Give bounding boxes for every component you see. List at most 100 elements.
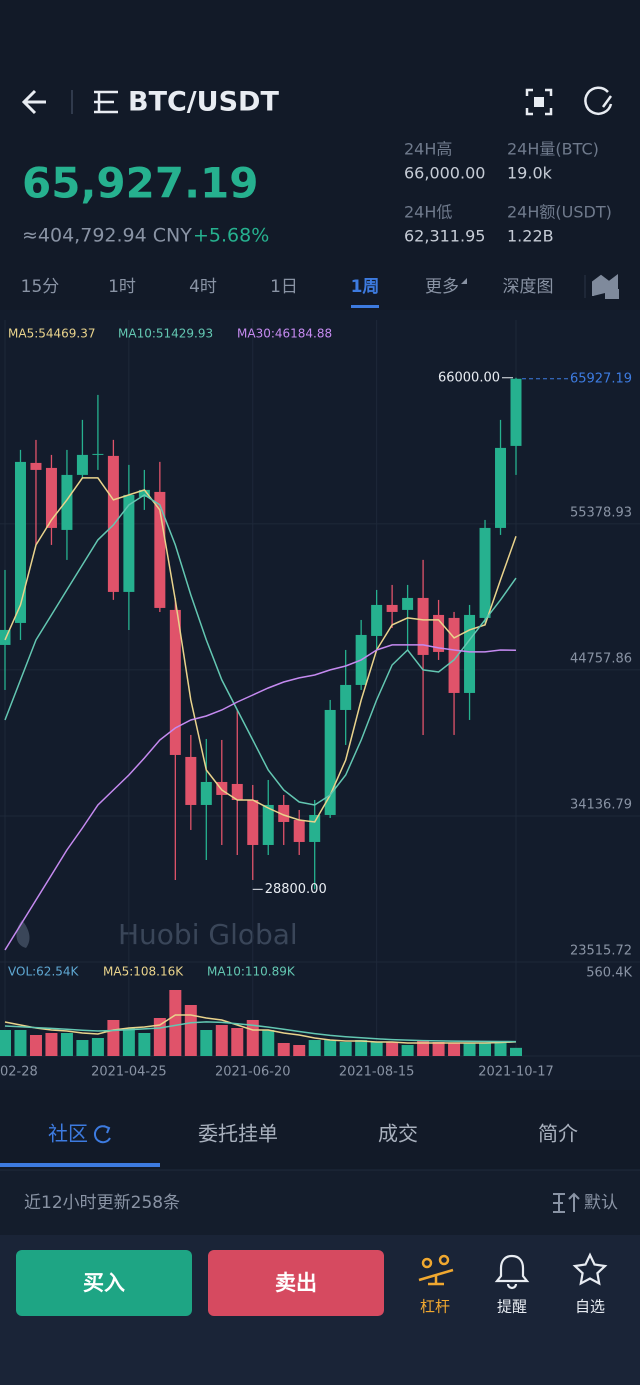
section-tab[interactable]: 社区 <box>48 1122 88 1146</box>
alert-icon[interactable] <box>494 1254 530 1290</box>
volume-bar <box>386 1041 399 1056</box>
candle-body <box>123 494 135 592</box>
candle-body <box>154 491 166 608</box>
candle-body <box>479 527 491 618</box>
interval-underline <box>351 305 379 308</box>
candle-body <box>138 489 150 497</box>
x-tick-label: 02-28 <box>0 1065 38 1080</box>
stat-value: 1.22B <box>507 227 554 246</box>
chart-panel <box>0 310 640 1090</box>
volume-bar <box>448 1042 461 1056</box>
section-tab[interactable]: 成交 <box>378 1122 418 1146</box>
volume-bar <box>76 1040 89 1056</box>
volume-bar <box>0 1029 11 1056</box>
interval-tab[interactable]: 1周 <box>351 277 380 297</box>
candle-body <box>510 378 522 446</box>
volume-bar <box>370 1041 383 1056</box>
candle-body <box>0 629 11 645</box>
ma-line <box>4 644 517 951</box>
volume-bar <box>29 1035 42 1056</box>
volume-bar <box>91 1037 104 1056</box>
y-tick-label: 560.4K <box>586 966 632 981</box>
volume-bar <box>339 1041 352 1056</box>
candle-body <box>262 804 274 845</box>
interval-tab[interactable]: 4时 <box>189 277 217 297</box>
watermark: Huobi Global <box>118 918 298 951</box>
y-tick-label: 23515.72 <box>570 944 632 959</box>
back-button[interactable] <box>21 89 46 115</box>
menu-icon[interactable] <box>94 90 118 114</box>
interval-tab[interactable]: 深度图 <box>503 277 554 297</box>
volume-bar <box>14 1029 27 1056</box>
low-marker: 28800.00 <box>265 882 327 897</box>
nav-label[interactable]: 自选 <box>575 1298 605 1316</box>
section-tab[interactable]: 简介 <box>538 1122 578 1146</box>
sell-button[interactable] <box>208 1250 384 1316</box>
candle-body <box>386 604 398 612</box>
candle-body <box>14 461 26 623</box>
volume-bar <box>463 1042 476 1056</box>
ma-line <box>4 477 517 823</box>
feed-bar <box>0 1170 640 1235</box>
candle-body <box>30 462 42 470</box>
section-tab[interactable]: 委托挂单 <box>198 1122 278 1146</box>
volume-bar <box>262 1029 275 1056</box>
scan-icon[interactable] <box>525 88 553 116</box>
legend-entry: MA10:51429.93 <box>118 327 213 341</box>
x-tick-label: 2021-04-25 <box>91 1065 167 1080</box>
volume-bar <box>417 1040 430 1056</box>
candle-body <box>402 597 414 610</box>
volume-bar <box>122 1027 135 1056</box>
buy-label[interactable]: 买入 <box>83 1271 125 1295</box>
volume-bar <box>138 1032 151 1056</box>
buy-button[interactable] <box>16 1250 192 1316</box>
pair[interactable]: BTC/USDT <box>128 87 279 118</box>
volume-bar <box>355 1040 368 1056</box>
tab-underline <box>0 1163 160 1167</box>
volume-bar <box>107 1019 120 1056</box>
y-tick-label: 44757.86 <box>570 651 632 666</box>
x-tick-label: 2021-06-20 <box>215 1065 291 1080</box>
candle-body <box>433 614 445 652</box>
settings-icon[interactable] <box>592 274 619 299</box>
legend-entry: MA10:110.89K <box>207 965 296 979</box>
interval-tab[interactable]: 15分 <box>21 277 60 297</box>
volume-bar <box>153 1018 166 1056</box>
volume-bar <box>200 1029 213 1056</box>
x-tick-label: 2021-08-15 <box>339 1065 415 1080</box>
y-tick-label: 34136.79 <box>570 797 632 812</box>
candle-body <box>309 814 321 842</box>
high-marker: 66000.00 <box>438 370 500 385</box>
interval-tab[interactable]: 1日 <box>270 277 298 297</box>
candle-body <box>278 804 290 822</box>
refresh-icon[interactable] <box>584 86 613 115</box>
nav-label[interactable]: 提醒 <box>497 1298 527 1316</box>
volume-bar <box>45 1032 58 1056</box>
ma-line <box>4 494 517 806</box>
stat-label: 24H额(USDT) <box>507 203 612 222</box>
legend-entry: MA5:108.16K <box>103 965 184 979</box>
interval-tab[interactable]: 1时 <box>108 277 136 297</box>
cny-price: ≈404,792.94 CNY <box>22 225 192 247</box>
sort-icon[interactable] <box>553 1192 580 1213</box>
candle-body <box>45 467 57 528</box>
interval-tab[interactable]: 更多 <box>425 277 459 297</box>
legend-entry: MA30:46184.88 <box>237 327 332 341</box>
volume-bar <box>169 989 182 1056</box>
sort[interactable]: 默认 <box>584 1193 618 1213</box>
volume-bar <box>324 1040 337 1056</box>
stat-label: 24H低 <box>404 203 452 222</box>
volume-bar <box>60 1032 73 1056</box>
y-tick-label: 55378.93 <box>570 505 632 520</box>
candle-body <box>340 684 352 710</box>
volume-bar <box>293 1045 306 1056</box>
leverage-icon[interactable] <box>418 1254 454 1286</box>
tab-refresh-icon[interactable] <box>93 1125 111 1144</box>
volume-bar <box>184 1005 197 1056</box>
nav-label[interactable]: 杠杆 <box>420 1298 450 1316</box>
change: +5.68% <box>193 225 269 247</box>
sell-label[interactable]: 卖出 <box>275 1271 317 1295</box>
favorite-icon[interactable] <box>572 1252 608 1286</box>
